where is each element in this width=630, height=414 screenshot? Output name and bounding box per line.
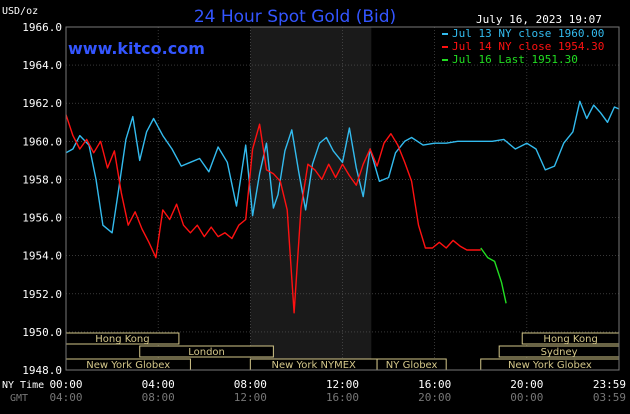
session-label-0: Hong Kong: [95, 334, 149, 345]
x-tick-gmt-5: 00:00: [510, 391, 543, 404]
x-tick-gmt-4: 20:00: [418, 391, 451, 404]
session-label-6: Sydney: [541, 347, 578, 358]
x-tick-gmt-1: 08:00: [142, 391, 175, 404]
series-line-2: [480, 247, 507, 304]
session-label-4: NY Globex: [386, 360, 438, 371]
session-label-2: New York Globex: [86, 360, 170, 371]
x-axis-tick-labels: 00:00 04:00 08:00 12:00 16:00 20:00 23:5904:00…: [49, 378, 626, 404]
y-tick-label-9: 1948.0: [22, 364, 62, 377]
y-axis-tick-labels: 1966.0 1964.0 1962.0 1960.0 1958.0 1956.0 1954…: [22, 21, 62, 377]
x-tick-ny-5: 20:00: [510, 378, 543, 391]
series-line-0: [65, 100, 620, 234]
shaded-session-band: [250, 27, 372, 370]
legend-label-2: Jul 16 Last 1951.30: [452, 53, 578, 66]
x-tick-ny-0: 00:00: [49, 378, 82, 391]
plot-border: [65, 26, 620, 371]
session-bar-1: [139, 345, 274, 358]
x-tick-gmt-6: 03:59: [593, 391, 626, 404]
y-tick-label-1: 1964.0: [22, 59, 62, 72]
y-axis-label: USD/oz: [2, 6, 38, 17]
x-tick-ny-2: 08:00: [234, 378, 267, 391]
x-tick-gmt-0: 04:00: [49, 391, 82, 404]
session-label-5: Hong Kong: [543, 334, 597, 345]
date-label: July 16, 2023 19:07: [476, 13, 602, 26]
kitco-watermark: www.kitco.com: [68, 39, 205, 58]
chart-title: 24 Hour Spot Gold (Bid): [194, 7, 396, 27]
session-label-7: New York Globex: [508, 360, 592, 371]
gmt-row-label: GMT: [10, 393, 28, 404]
x-tick-ny-1: 04:00: [142, 378, 175, 391]
y-tick-label-2: 1962.0: [22, 97, 62, 110]
x-tick-gmt-3: 16:00: [326, 391, 359, 404]
y-tick-label-8: 1950.0: [22, 326, 62, 339]
y-tick-label-3: 1960.0: [22, 135, 62, 148]
x-tick-ny-4: 16:00: [418, 378, 451, 391]
y-tick-label-0: 1966.0: [22, 21, 62, 34]
y-tick-label-7: 1952.0: [22, 288, 62, 301]
ny-time-row-label: NY Time: [2, 380, 44, 391]
legend-label-1: Jul 14 NY close 1954.30: [452, 40, 604, 53]
x-tick-ny-6: 23:59: [593, 378, 626, 391]
session-label-1: London: [188, 347, 225, 358]
y-tick-label-5: 1956.0: [22, 212, 62, 225]
y-tick-label-4: 1958.0: [22, 173, 62, 186]
x-tick-gmt-2: 12:00: [234, 391, 267, 404]
y-tick-label-6: 1954.0: [22, 250, 62, 263]
x-tick-ny-3: 12:00: [326, 378, 359, 391]
legend-label-0: Jul 13 NY close 1960.00: [452, 27, 604, 40]
series-lines: [65, 100, 620, 314]
series-line-1: [65, 114, 481, 314]
session-label-3: New York NYMEX: [272, 360, 357, 371]
